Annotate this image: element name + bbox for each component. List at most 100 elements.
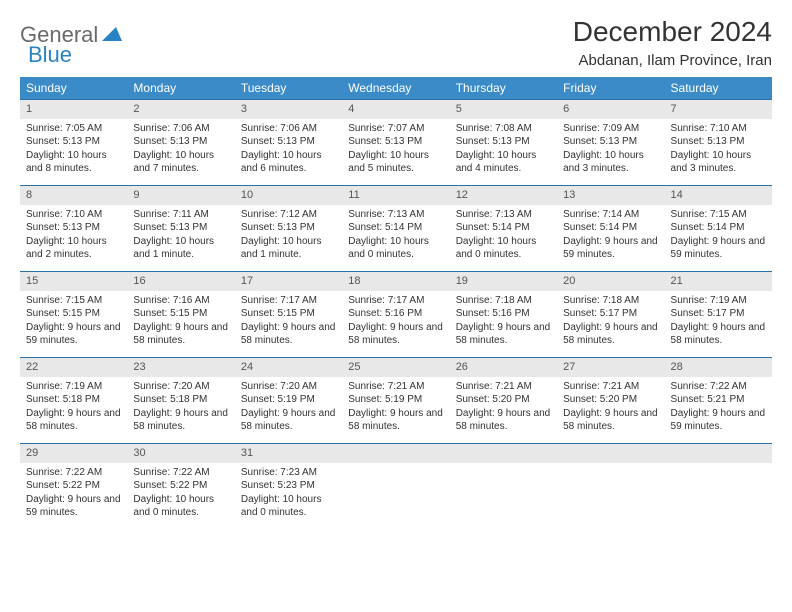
calendar-day-cell: 31Sunrise: 7:23 AMSunset: 5:23 PMDayligh…: [235, 444, 342, 530]
sunrise-text: Sunrise: 7:15 AM: [26, 294, 121, 308]
day-number: 11: [342, 186, 449, 205]
sunset-text: Sunset: 5:13 PM: [671, 135, 766, 149]
sunrise-text: Sunrise: 7:14 AM: [563, 208, 658, 222]
daylight-text: Daylight: 10 hours and 8 minutes.: [26, 149, 121, 176]
sunset-text: Sunset: 5:13 PM: [456, 135, 551, 149]
daylight-text: Daylight: 10 hours and 0 minutes.: [133, 493, 228, 520]
sunset-text: Sunset: 5:13 PM: [26, 135, 121, 149]
sunset-text: Sunset: 5:20 PM: [563, 393, 658, 407]
daylight-text: Daylight: 9 hours and 58 minutes.: [26, 407, 121, 434]
sunset-text: Sunset: 5:18 PM: [133, 393, 228, 407]
sunrise-text: Sunrise: 7:13 AM: [348, 208, 443, 222]
day-details: Sunrise: 7:09 AMSunset: 5:13 PMDaylight:…: [557, 119, 664, 182]
sunrise-text: Sunrise: 7:20 AM: [241, 380, 336, 394]
calendar-day-cell: 3Sunrise: 7:06 AMSunset: 5:13 PMDaylight…: [235, 100, 342, 186]
day-details: Sunrise: 7:23 AMSunset: 5:23 PMDaylight:…: [235, 463, 342, 526]
day-number: 29: [20, 444, 127, 463]
day-number-empty: [557, 444, 664, 463]
sunset-text: Sunset: 5:13 PM: [26, 221, 121, 235]
calendar-day-cell: 22Sunrise: 7:19 AMSunset: 5:18 PMDayligh…: [20, 358, 127, 444]
sunrise-text: Sunrise: 7:06 AM: [241, 122, 336, 136]
sunset-text: Sunset: 5:17 PM: [563, 307, 658, 321]
day-number: 24: [235, 358, 342, 377]
sunrise-text: Sunrise: 7:12 AM: [241, 208, 336, 222]
sunrise-text: Sunrise: 7:07 AM: [348, 122, 443, 136]
day-details: Sunrise: 7:21 AMSunset: 5:20 PMDaylight:…: [450, 377, 557, 440]
daylight-text: Daylight: 9 hours and 59 minutes.: [563, 235, 658, 262]
sunset-text: Sunset: 5:21 PM: [671, 393, 766, 407]
day-details: Sunrise: 7:20 AMSunset: 5:18 PMDaylight:…: [127, 377, 234, 440]
sunset-text: Sunset: 5:15 PM: [133, 307, 228, 321]
day-number: 1: [20, 100, 127, 119]
daylight-text: Daylight: 9 hours and 59 minutes.: [26, 321, 121, 348]
calendar-day-cell: 29Sunrise: 7:22 AMSunset: 5:22 PMDayligh…: [20, 444, 127, 530]
sunset-text: Sunset: 5:16 PM: [456, 307, 551, 321]
day-details: Sunrise: 7:21 AMSunset: 5:19 PMDaylight:…: [342, 377, 449, 440]
daylight-text: Daylight: 9 hours and 58 minutes.: [671, 321, 766, 348]
calendar-day-cell: 12Sunrise: 7:13 AMSunset: 5:14 PMDayligh…: [450, 186, 557, 272]
calendar-day-cell: 14Sunrise: 7:15 AMSunset: 5:14 PMDayligh…: [665, 186, 772, 272]
weekday-header: Monday: [127, 77, 234, 100]
day-details: Sunrise: 7:17 AMSunset: 5:16 PMDaylight:…: [342, 291, 449, 354]
day-number: 12: [450, 186, 557, 205]
sunset-text: Sunset: 5:22 PM: [26, 479, 121, 493]
day-details: Sunrise: 7:06 AMSunset: 5:13 PMDaylight:…: [235, 119, 342, 182]
calendar-day-cell: 16Sunrise: 7:16 AMSunset: 5:15 PMDayligh…: [127, 272, 234, 358]
day-number: 16: [127, 272, 234, 291]
sunrise-text: Sunrise: 7:21 AM: [348, 380, 443, 394]
day-number-empty: [342, 444, 449, 463]
day-number: 21: [665, 272, 772, 291]
day-details: Sunrise: 7:13 AMSunset: 5:14 PMDaylight:…: [342, 205, 449, 268]
day-details: Sunrise: 7:15 AMSunset: 5:14 PMDaylight:…: [665, 205, 772, 268]
weekday-header: Wednesday: [342, 77, 449, 100]
sunset-text: Sunset: 5:17 PM: [671, 307, 766, 321]
calendar-day-cell: 1Sunrise: 7:05 AMSunset: 5:13 PMDaylight…: [20, 100, 127, 186]
day-details: Sunrise: 7:17 AMSunset: 5:15 PMDaylight:…: [235, 291, 342, 354]
day-number: 2: [127, 100, 234, 119]
daylight-text: Daylight: 9 hours and 59 minutes.: [26, 493, 121, 520]
day-number-empty: [450, 444, 557, 463]
daylight-text: Daylight: 9 hours and 58 minutes.: [241, 321, 336, 348]
sunset-text: Sunset: 5:15 PM: [241, 307, 336, 321]
sunset-text: Sunset: 5:14 PM: [671, 221, 766, 235]
sunrise-text: Sunrise: 7:21 AM: [563, 380, 658, 394]
sunrise-text: Sunrise: 7:13 AM: [456, 208, 551, 222]
daylight-text: Daylight: 10 hours and 3 minutes.: [671, 149, 766, 176]
day-details: Sunrise: 7:06 AMSunset: 5:13 PMDaylight:…: [127, 119, 234, 182]
sunrise-text: Sunrise: 7:19 AM: [26, 380, 121, 394]
day-details: Sunrise: 7:14 AMSunset: 5:14 PMDaylight:…: [557, 205, 664, 268]
calendar-table: Sunday Monday Tuesday Wednesday Thursday…: [20, 77, 772, 530]
calendar-day-cell: [342, 444, 449, 530]
sunrise-text: Sunrise: 7:17 AM: [241, 294, 336, 308]
day-details: Sunrise: 7:10 AMSunset: 5:13 PMDaylight:…: [665, 119, 772, 182]
calendar-day-cell: 11Sunrise: 7:13 AMSunset: 5:14 PMDayligh…: [342, 186, 449, 272]
day-number: 3: [235, 100, 342, 119]
sunset-text: Sunset: 5:13 PM: [563, 135, 658, 149]
daylight-text: Daylight: 9 hours and 58 minutes.: [563, 321, 658, 348]
day-number: 18: [342, 272, 449, 291]
day-number: 7: [665, 100, 772, 119]
location: Abdanan, Ilam Province, Iran: [573, 52, 772, 69]
day-number: 8: [20, 186, 127, 205]
day-details: Sunrise: 7:15 AMSunset: 5:15 PMDaylight:…: [20, 291, 127, 354]
day-details: Sunrise: 7:22 AMSunset: 5:22 PMDaylight:…: [20, 463, 127, 526]
day-details: Sunrise: 7:07 AMSunset: 5:13 PMDaylight:…: [342, 119, 449, 182]
sunrise-text: Sunrise: 7:21 AM: [456, 380, 551, 394]
daylight-text: Daylight: 10 hours and 5 minutes.: [348, 149, 443, 176]
month-title: December 2024: [573, 16, 772, 48]
daylight-text: Daylight: 9 hours and 58 minutes.: [563, 407, 658, 434]
daylight-text: Daylight: 10 hours and 6 minutes.: [241, 149, 336, 176]
day-number: 26: [450, 358, 557, 377]
calendar-day-cell: 17Sunrise: 7:17 AMSunset: 5:15 PMDayligh…: [235, 272, 342, 358]
sunset-text: Sunset: 5:14 PM: [456, 221, 551, 235]
calendar-day-cell: 20Sunrise: 7:18 AMSunset: 5:17 PMDayligh…: [557, 272, 664, 358]
day-details: Sunrise: 7:18 AMSunset: 5:16 PMDaylight:…: [450, 291, 557, 354]
day-number: 4: [342, 100, 449, 119]
calendar-week-row: 15Sunrise: 7:15 AMSunset: 5:15 PMDayligh…: [20, 272, 772, 358]
daylight-text: Daylight: 10 hours and 3 minutes.: [563, 149, 658, 176]
calendar-day-cell: [557, 444, 664, 530]
day-number: 19: [450, 272, 557, 291]
calendar-day-cell: 24Sunrise: 7:20 AMSunset: 5:19 PMDayligh…: [235, 358, 342, 444]
sunrise-text: Sunrise: 7:11 AM: [133, 208, 228, 222]
weekday-header: Thursday: [450, 77, 557, 100]
